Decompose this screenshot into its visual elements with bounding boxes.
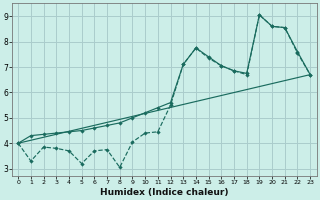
X-axis label: Humidex (Indice chaleur): Humidex (Indice chaleur) [100, 188, 228, 197]
